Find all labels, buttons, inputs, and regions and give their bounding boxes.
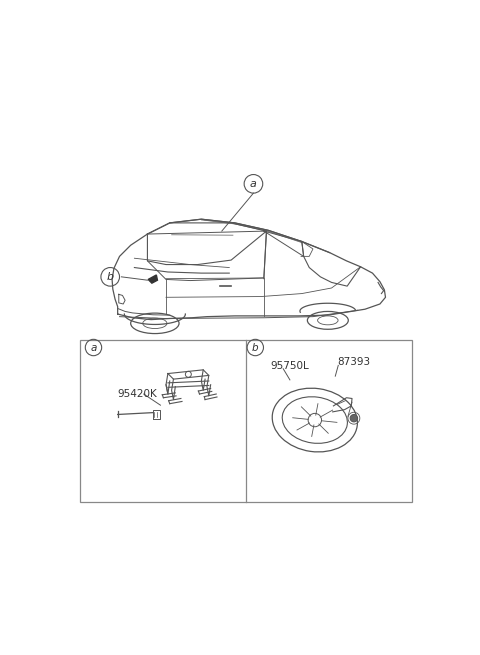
Text: b: b [107, 272, 114, 282]
Text: a: a [250, 179, 257, 189]
Circle shape [350, 415, 358, 422]
Text: 95420K: 95420K [118, 389, 157, 399]
Bar [81, 340, 411, 502]
Text: 95750L: 95750L [270, 361, 309, 371]
Polygon shape [148, 275, 157, 283]
Text: a: a [90, 343, 96, 352]
Text: 87393: 87393 [337, 358, 370, 367]
Text: b: b [252, 343, 259, 352]
